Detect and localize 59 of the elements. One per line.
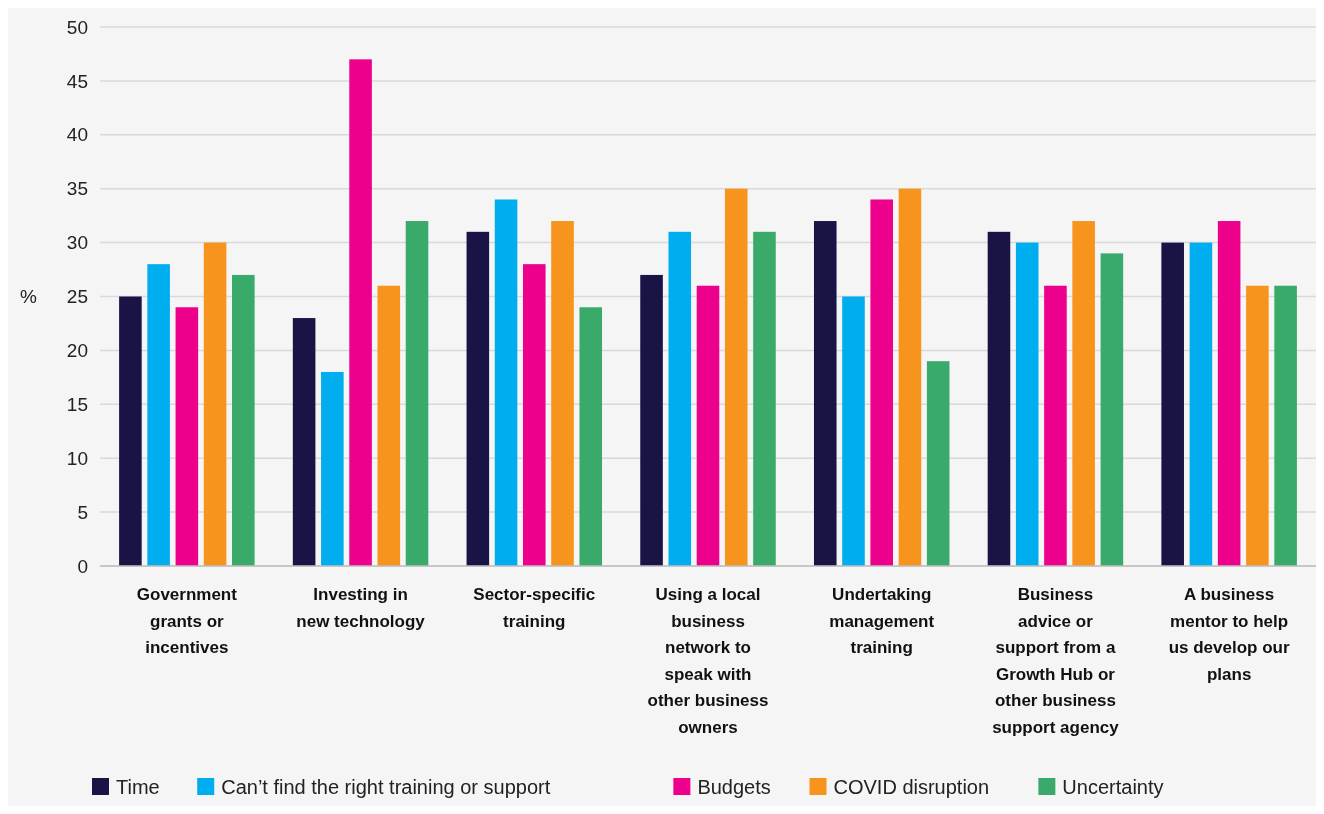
bar	[175, 307, 199, 566]
bar	[405, 221, 429, 566]
bar	[494, 199, 518, 566]
bar	[1161, 242, 1184, 566]
x-tick-label: Using a local business network to speak with other business owners	[647, 585, 769, 737]
x-tick-label: Investing in new technology	[296, 585, 426, 631]
bar	[551, 221, 574, 566]
bar	[898, 188, 922, 566]
y-tick-label: 15	[66, 393, 88, 415]
x-tick-label: Undertaking management training	[829, 585, 935, 657]
y-tick-label: 0	[77, 555, 88, 577]
x-tick-label: Business advice or support from a Growth Hub or other business support agency	[992, 585, 1120, 737]
bar	[466, 231, 490, 566]
x-tick-label: Government grants or incentives	[136, 585, 238, 657]
bar	[579, 307, 603, 566]
y-tick-label: 30	[66, 232, 88, 254]
y-tick-label: 20	[66, 340, 88, 362]
bar	[842, 296, 865, 566]
bar	[119, 296, 142, 566]
bar	[668, 231, 692, 566]
bar	[813, 221, 837, 566]
bar	[147, 264, 170, 566]
bar	[1072, 221, 1095, 566]
bar	[203, 242, 227, 566]
bar	[377, 285, 401, 566]
y-tick-label: 35	[66, 178, 88, 200]
y-tick-label: 40	[66, 124, 88, 146]
bar	[1044, 285, 1067, 566]
legend-label: Budgets	[697, 776, 771, 798]
y-tick-label: 45	[66, 70, 88, 92]
y-tick-label: 5	[77, 501, 88, 523]
bar	[1246, 285, 1269, 566]
y-axis-title: %	[20, 286, 37, 308]
bar	[1015, 242, 1039, 566]
bar	[926, 361, 950, 566]
bar	[1274, 285, 1297, 566]
bar	[987, 231, 1011, 566]
legend-label: Can’t find the right training or support	[221, 776, 551, 798]
legend-label: Time	[116, 776, 160, 798]
bar	[696, 285, 720, 566]
legend-label: COVID disruption	[833, 776, 990, 798]
bar	[522, 264, 546, 566]
bar	[724, 188, 748, 566]
bar	[640, 274, 663, 566]
y-tick-label: 10	[66, 447, 88, 469]
bar	[753, 231, 776, 566]
legend-label: Uncertainty	[1062, 776, 1164, 798]
y-tick-label: 50	[66, 16, 88, 38]
bar	[232, 274, 255, 566]
bar	[1217, 221, 1241, 566]
bar	[292, 318, 316, 566]
y-tick-label: 25	[66, 286, 88, 308]
bar	[1189, 242, 1213, 566]
x-tick-label: A business mentor to help us develop our plans	[1168, 585, 1290, 684]
x-tick-label: Sector-specific training	[473, 585, 596, 631]
bar	[1100, 253, 1124, 566]
bar	[321, 371, 344, 566]
bar	[349, 59, 372, 566]
bar	[870, 199, 894, 566]
